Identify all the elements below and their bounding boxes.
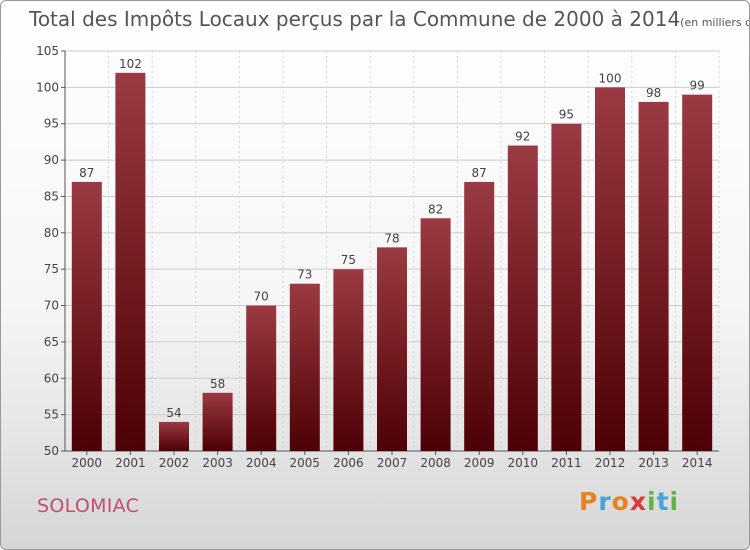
bar-2010: [508, 146, 538, 451]
data-label-2008: 82: [428, 202, 443, 216]
bar-2007: [377, 247, 407, 451]
x-tick-label-2002: 2002: [159, 456, 190, 470]
x-tick-label-2000: 2000: [72, 456, 103, 470]
bar-2012: [595, 87, 625, 451]
logo-letter: i: [647, 487, 657, 516]
bar-2011: [551, 124, 581, 451]
logo-letter: t: [657, 487, 670, 516]
logo-letter: i: [670, 487, 680, 516]
y-tick-label-90: 90: [44, 153, 59, 167]
y-tick-label-85: 85: [44, 189, 59, 203]
y-tick-label-70: 70: [44, 299, 59, 313]
data-label-2000: 87: [79, 166, 94, 180]
x-tick-label-2001: 2001: [115, 456, 146, 470]
data-label-2010: 92: [515, 130, 530, 144]
x-tick-label-2010: 2010: [508, 456, 539, 470]
bar-2004: [246, 306, 276, 451]
logo-letter: r: [598, 487, 611, 516]
bar-2001: [115, 73, 145, 451]
x-tick-label-2005: 2005: [290, 456, 321, 470]
bar-2005: [290, 284, 320, 451]
bar-2009: [464, 182, 494, 451]
y-tick-label-95: 95: [44, 117, 59, 131]
bar-2013: [639, 102, 669, 451]
data-label-2005: 73: [297, 268, 312, 282]
data-label-2009: 87: [472, 166, 487, 180]
bar-2002: [159, 422, 189, 451]
bar-chart: 50 55 60 65 70 75 80 85 90 95 100 105 2000 2001 2002 20…: [1, 1, 749, 549]
y-tick-label-75: 75: [44, 262, 59, 276]
bar-2000: [72, 182, 102, 451]
y-tick-label-55: 55: [44, 408, 59, 422]
x-tick-label-2007: 2007: [377, 456, 408, 470]
commune-name: SOLOMIAC: [37, 495, 139, 517]
x-tick-label-2008: 2008: [420, 456, 451, 470]
data-label-2011: 95: [559, 108, 574, 122]
x-tick-label-2011: 2011: [551, 456, 582, 470]
data-label-2001: 102: [119, 57, 142, 71]
y-tick-label-60: 60: [44, 371, 59, 385]
data-label-2003: 58: [210, 377, 225, 391]
bars: [72, 73, 712, 451]
data-label-2014: 99: [690, 79, 705, 93]
y-tick-label-65: 65: [44, 335, 59, 349]
data-label-2007: 78: [384, 231, 399, 245]
x-tick-label-2014: 2014: [682, 456, 713, 470]
data-label-2013: 98: [646, 86, 661, 100]
x-tick-label-2003: 2003: [202, 456, 233, 470]
x-tick-label-2012: 2012: [595, 456, 626, 470]
x-tick-label-2004: 2004: [246, 456, 277, 470]
data-label-2006: 75: [341, 253, 356, 267]
bar-2014: [682, 95, 712, 451]
y-tick-label-50: 50: [44, 444, 59, 458]
bar-2008: [421, 218, 451, 451]
chart-frame: Total des Impôts Locaux perçus par la Co…: [0, 0, 750, 550]
logo-letter: o: [612, 487, 630, 516]
y-tick-label-105: 105: [36, 44, 59, 58]
data-label-2012: 100: [599, 71, 622, 85]
x-tick-label-2009: 2009: [464, 456, 495, 470]
proxiti-logo[interactable]: Proxiti: [579, 487, 679, 516]
bar-2003: [203, 393, 233, 451]
x-tick-label-2006: 2006: [333, 456, 364, 470]
logo-letter: P: [579, 487, 598, 516]
data-label-2004: 70: [254, 290, 269, 304]
data-label-2002: 54: [166, 406, 181, 420]
bar-2006: [333, 269, 363, 451]
y-tick-label-100: 100: [36, 80, 59, 94]
y-tick-label-80: 80: [44, 226, 59, 240]
logo-letter: x: [630, 487, 647, 516]
x-tick-label-2013: 2013: [638, 456, 669, 470]
